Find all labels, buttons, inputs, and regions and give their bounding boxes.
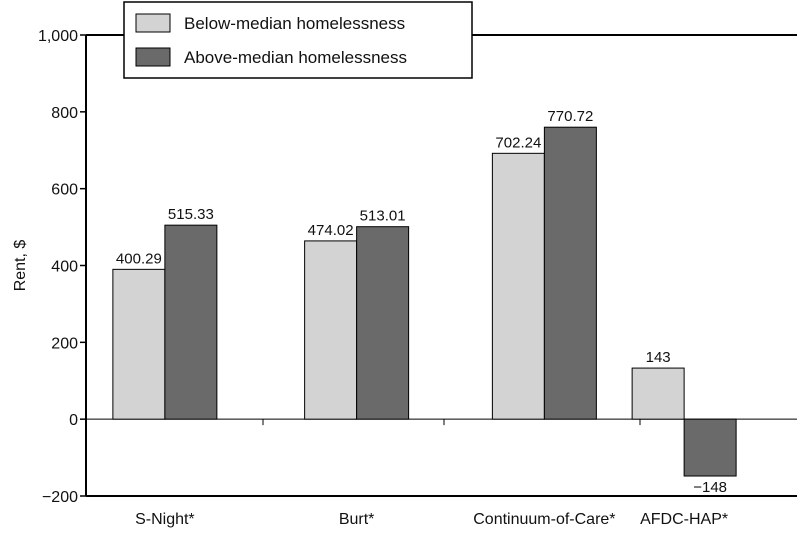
data-label: 702.24: [495, 134, 541, 151]
y-tick-label: 600: [51, 182, 78, 199]
data-label: 143: [646, 349, 671, 366]
data-label: −148: [693, 479, 727, 496]
bar-below-2: [491, 152, 545, 420]
bar-below-3: [631, 367, 685, 420]
data-label: 400.29: [116, 250, 162, 267]
y-tick-label: 0: [69, 412, 78, 429]
x-tick-label: S-Night*: [135, 511, 195, 528]
y-axis-label: Rent, $: [12, 240, 29, 292]
bar-below-0: [112, 268, 166, 420]
y-tick-label: 800: [51, 105, 78, 122]
data-label: 770.72: [547, 108, 593, 125]
legend-swatch: [135, 13, 171, 33]
y-tick-label: −200: [42, 489, 78, 506]
y-tick-label: 200: [51, 335, 78, 352]
legend-swatch: [135, 47, 171, 67]
x-tick-label: AFDC-HAP*: [640, 511, 728, 528]
legend: Below-median homelessness Above-median ho…: [123, 1, 473, 79]
x-tick-label: Continuum-of-Care*: [473, 511, 615, 528]
bar-above-2: [543, 126, 597, 420]
x-axis-ticks: S-Night* Burt* Continuum-of-Care* AFDC-HAP*: [135, 419, 728, 528]
bar-above-0: [164, 224, 218, 420]
bar-above-1: [356, 226, 410, 420]
bars: [112, 126, 737, 477]
legend-label: Below-median homelessness: [184, 14, 405, 33]
bar-below-1: [304, 240, 358, 420]
y-tick-label: 1,000: [38, 28, 78, 45]
legend-box: [123, 1, 473, 79]
data-label: 513.01: [360, 208, 406, 225]
legend-label: Above-median homelessness: [184, 48, 407, 67]
y-tick-label: 400: [51, 259, 78, 276]
data-label: 515.33: [168, 206, 214, 223]
data-label: 474.02: [308, 222, 354, 239]
y-axis-ticks: −200 0 200 400 600 800 1,000: [38, 28, 86, 506]
data-labels: 400.29 515.33 474.02 513.01 702.24 770.72 143 −…: [116, 108, 727, 496]
x-tick-label: Burt*: [339, 511, 375, 528]
bar-above-3: [683, 418, 737, 477]
